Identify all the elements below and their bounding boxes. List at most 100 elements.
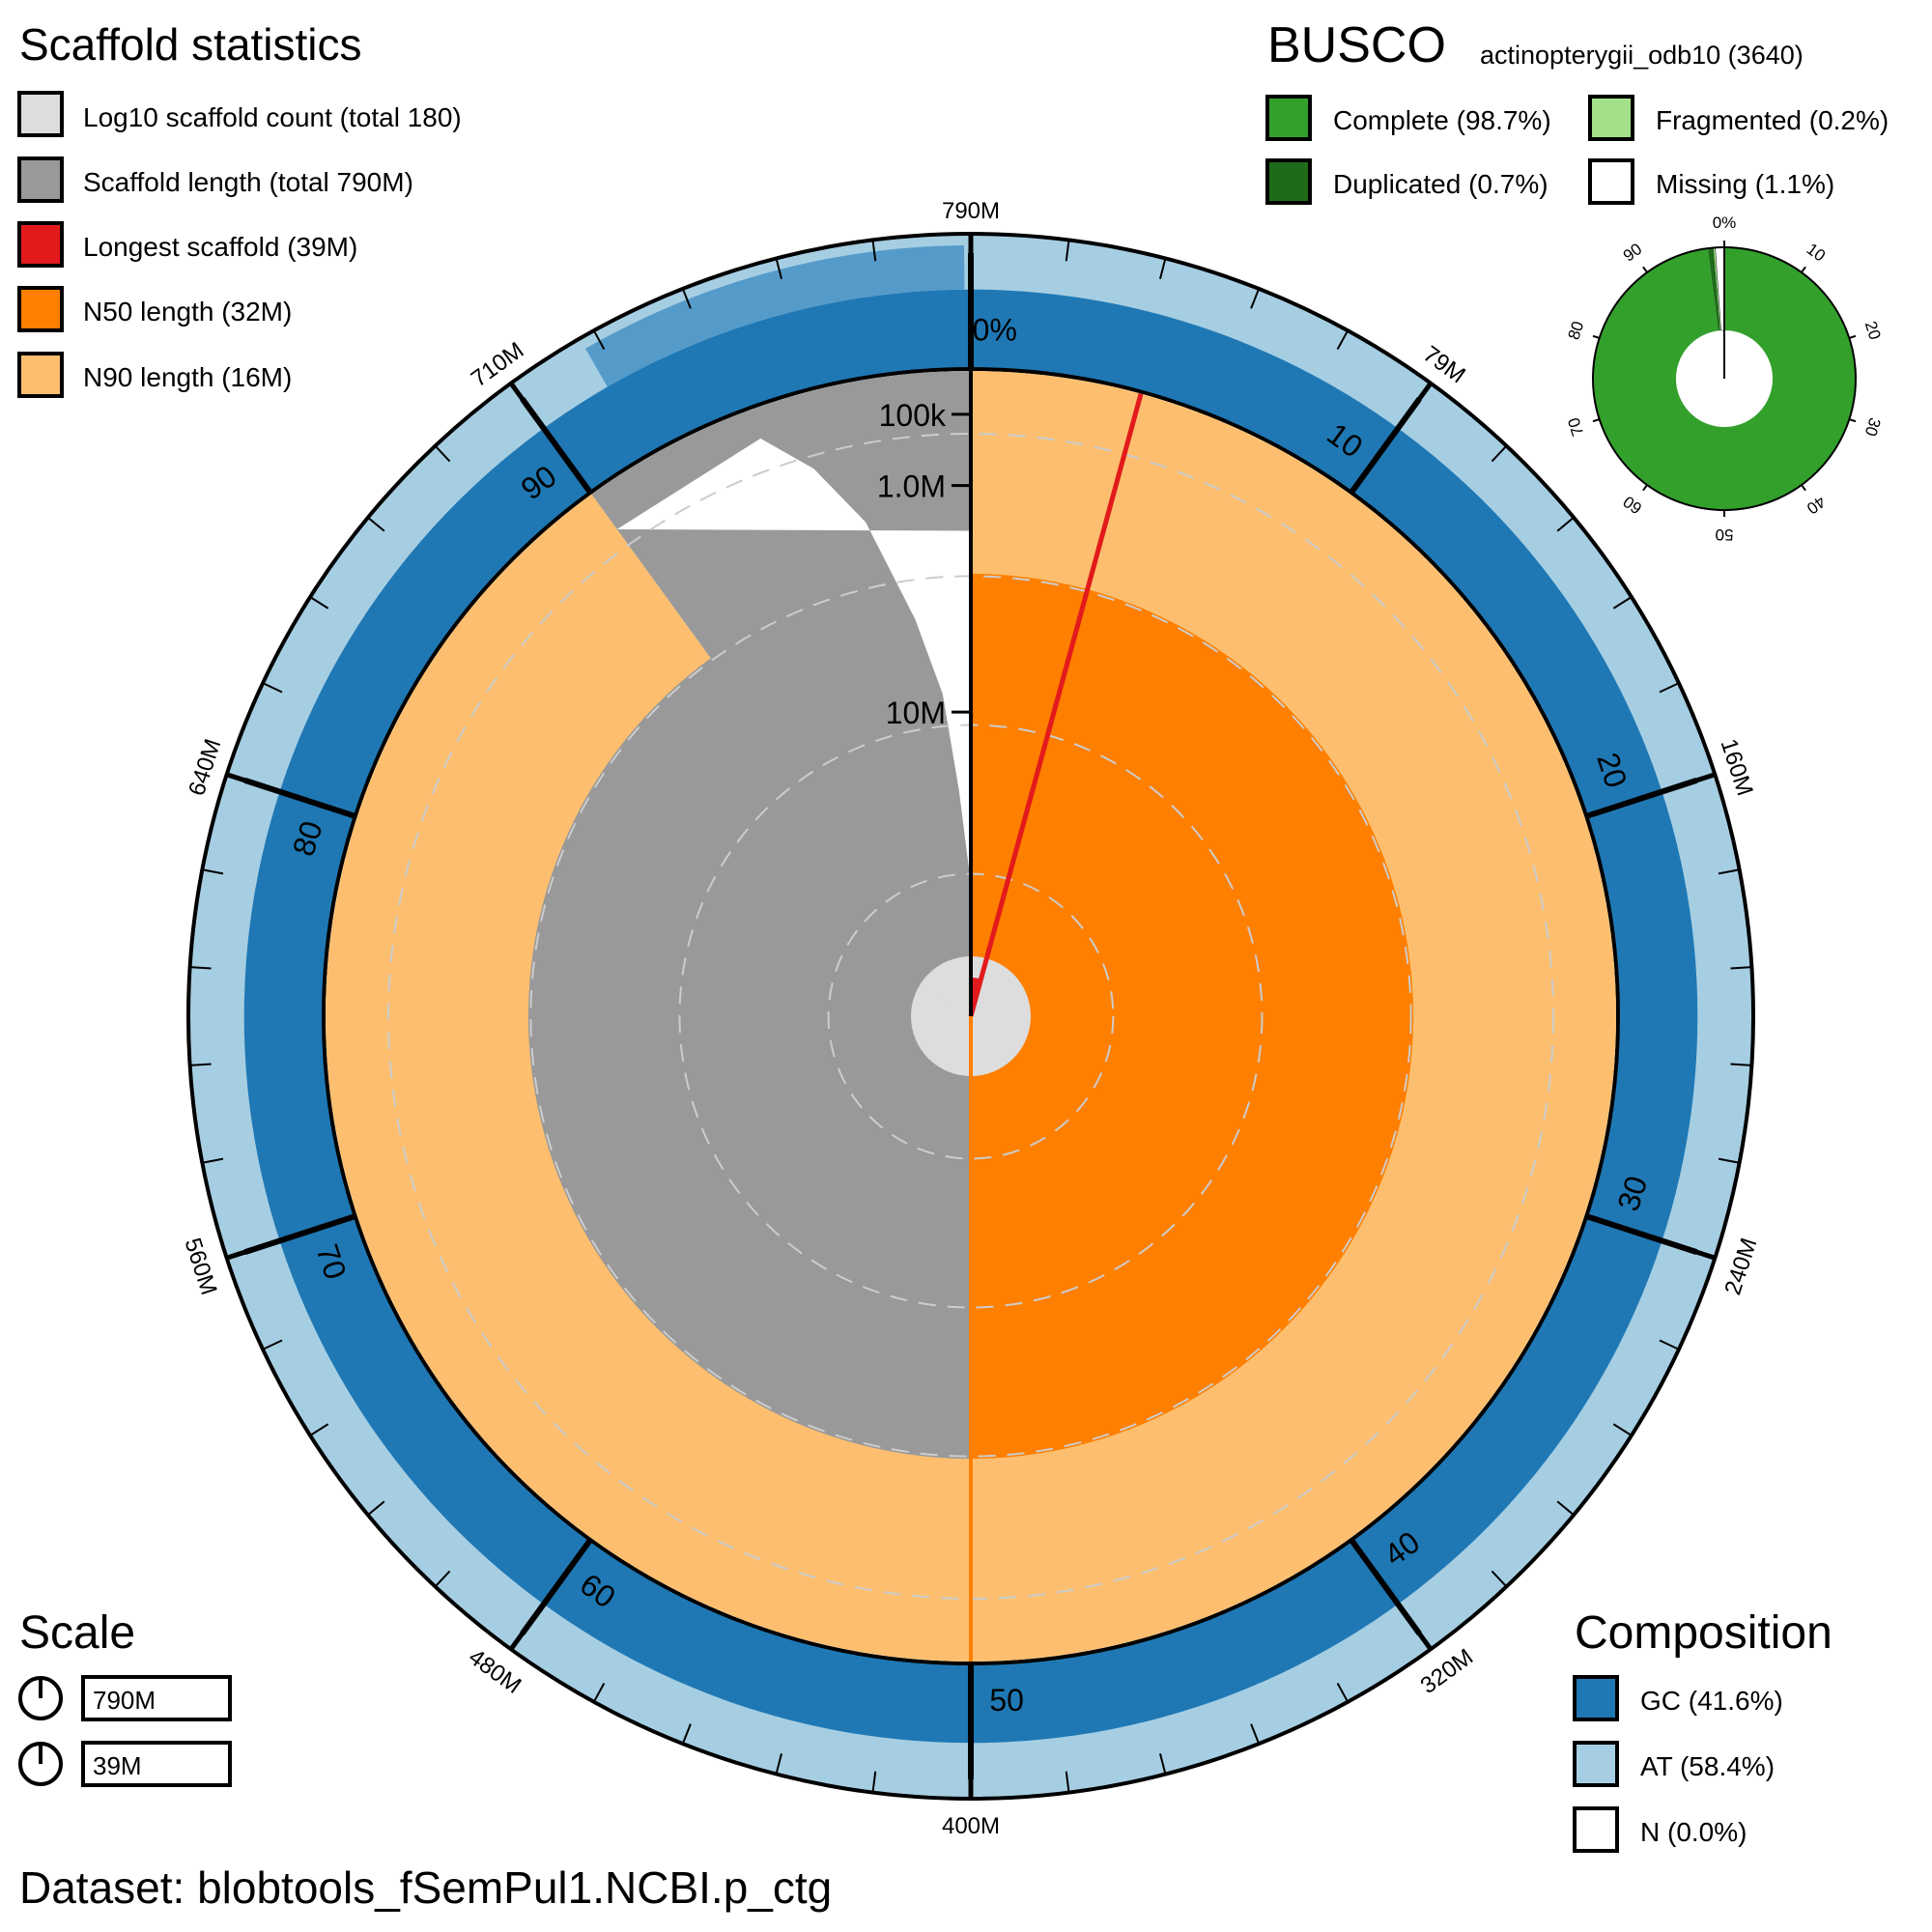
length-tick-35 [225, 1243, 265, 1261]
busco-pie-tick-label-9: 90 [1620, 240, 1645, 265]
composition-swatch-gc [1573, 1675, 1619, 1721]
length-label-0: 790M [942, 198, 1000, 224]
composition-label-at: AT (58.4%) [1640, 1751, 1775, 1781]
composition-swatch-n [1573, 1806, 1619, 1853]
busco-title: BUSCO [1267, 17, 1446, 73]
length-tick-48 [775, 258, 783, 280]
busco-pie-tick-7 [1592, 418, 1600, 423]
length-tick-42 [309, 596, 329, 610]
legend-label-count: Log10 scaffold count (total 180) [83, 102, 462, 132]
radial-tick-label-0: 100k [879, 398, 947, 433]
composition-label-n: N (0.0%) [1640, 1817, 1747, 1847]
busco-pie-tick-label-7: 70 [1564, 415, 1587, 439]
composition-legend: GC (41.6%) AT (58.4%) N (0.0%) [1573, 1675, 1783, 1853]
length-tick-39 [202, 868, 224, 875]
dataset-label: Dataset: blobtools_fSemPul1.NCBI.p_ctg [19, 1862, 832, 1913]
length-tick-12 [1730, 966, 1752, 970]
busco-pie-tick-2 [1849, 334, 1857, 339]
length-tick-17 [1612, 1423, 1633, 1436]
length-tick-24 [1065, 1771, 1070, 1793]
length-tick-41 [262, 682, 283, 694]
busco-pie-fragmented [1713, 247, 1721, 331]
legend-swatch-length [17, 156, 64, 203]
length-tick-36 [202, 1157, 224, 1164]
scale-box-longest [81, 1741, 232, 1787]
length-tick-13 [1730, 1063, 1752, 1066]
legend-swatch-longest [17, 221, 64, 268]
busco-label-complete: Complete (98.7%) [1333, 105, 1551, 135]
length-tick-5 [1406, 382, 1434, 416]
length-tick-15 [1677, 1243, 1717, 1261]
length-tick-30 [508, 1616, 536, 1651]
busco-pie-tick-label-5: 50 [1716, 526, 1734, 544]
length-tick-27 [775, 1752, 783, 1775]
length-tick-29 [592, 1683, 606, 1703]
scaffold-length-gap [616, 438, 971, 874]
length-tick-14 [1718, 1157, 1740, 1164]
percent-label-5: 50 [989, 1683, 1024, 1718]
length-tick-19 [1491, 1570, 1508, 1588]
radial-tick-label-2: 10M [886, 696, 946, 730]
busco-pie-tick-6 [1642, 484, 1648, 492]
busco-pie-tick-label-8: 80 [1564, 319, 1587, 342]
busco-pie-tick-3 [1849, 418, 1857, 423]
legend-label-n90: N90 length (16M) [83, 362, 292, 392]
busco-pie-tick-1 [1801, 266, 1806, 273]
busco-pie-tick-9 [1642, 266, 1648, 273]
busco-pie-tick-8 [1592, 334, 1600, 339]
length-tick-45 [508, 382, 536, 416]
percent-label-0: 0% [973, 312, 1017, 347]
snail-chart-layer: 100k1.0M10M0%102030405060708090790M79M16… [179, 198, 1762, 1839]
scaffold-stats-title: Scaffold statistics [19, 19, 362, 70]
scaffold-length-area-inner [527, 573, 971, 1460]
length-tick-20 [1406, 1616, 1434, 1651]
scale-legend: 790M 39M [18, 1675, 232, 1787]
scaffold-stats-legend: Log10 scaffold count (total 180) Scaffol… [17, 91, 462, 398]
length-tick-9 [1659, 682, 1680, 694]
percent-tick-2 [1585, 778, 1698, 819]
composition-swatch-at [1573, 1741, 1619, 1787]
busco-label-fragmented: Fragmented (0.2%) [1656, 105, 1889, 135]
length-label-7: 560M [179, 1235, 221, 1297]
gc-variation-band [585, 245, 965, 387]
legend-label-length: Scaffold length (total 790M) [83, 167, 413, 197]
length-tick-46 [592, 329, 606, 350]
busco-swatch-complete [1265, 95, 1312, 141]
length-tick-26 [871, 1771, 877, 1793]
busco-swatch-duplicated [1265, 158, 1312, 205]
length-label-5: 400M [942, 1813, 1000, 1839]
scale-label-longest: 39M [93, 1751, 142, 1780]
length-tick-8 [1612, 596, 1633, 610]
busco-swatch-missing [1588, 158, 1634, 205]
busco-pie-tick-label-4: 40 [1804, 492, 1829, 517]
busco-pie-tick-label-6: 60 [1620, 492, 1645, 517]
radial-tick-label-1: 1.0M [877, 469, 946, 504]
length-tick-31 [434, 1570, 451, 1588]
length-tick-18 [1556, 1500, 1575, 1517]
length-tick-3 [1250, 288, 1261, 309]
busco-pie-tick-label-1: 10 [1804, 240, 1829, 265]
length-tick-23 [1158, 1752, 1167, 1775]
length-tick-6 [1491, 444, 1508, 463]
n50-sector [971, 573, 1414, 1460]
busco-swatch-fragmented [1588, 95, 1634, 141]
length-tick-4 [1336, 329, 1350, 350]
length-tick-16 [1659, 1339, 1680, 1350]
length-tick-11 [1718, 868, 1740, 875]
composition-label-gc: GC (41.6%) [1640, 1686, 1783, 1716]
length-tick-2 [1158, 258, 1167, 280]
length-tick-34 [262, 1339, 283, 1350]
legend-swatch-n90 [17, 352, 64, 398]
length-tick-32 [367, 1500, 385, 1517]
busco-pie-duplicated [1707, 247, 1720, 331]
length-tick-47 [681, 288, 692, 309]
length-tick-1 [1065, 240, 1070, 262]
busco-label-duplicated: Duplicated (0.7%) [1333, 169, 1548, 199]
scale-box-total [81, 1675, 232, 1721]
length-tick-7 [1556, 516, 1575, 532]
length-tick-44 [434, 444, 451, 463]
legend-label-n50: N50 length (32M) [83, 297, 292, 327]
log-count-spike [937, 978, 971, 1016]
length-tick-33 [309, 1423, 329, 1436]
